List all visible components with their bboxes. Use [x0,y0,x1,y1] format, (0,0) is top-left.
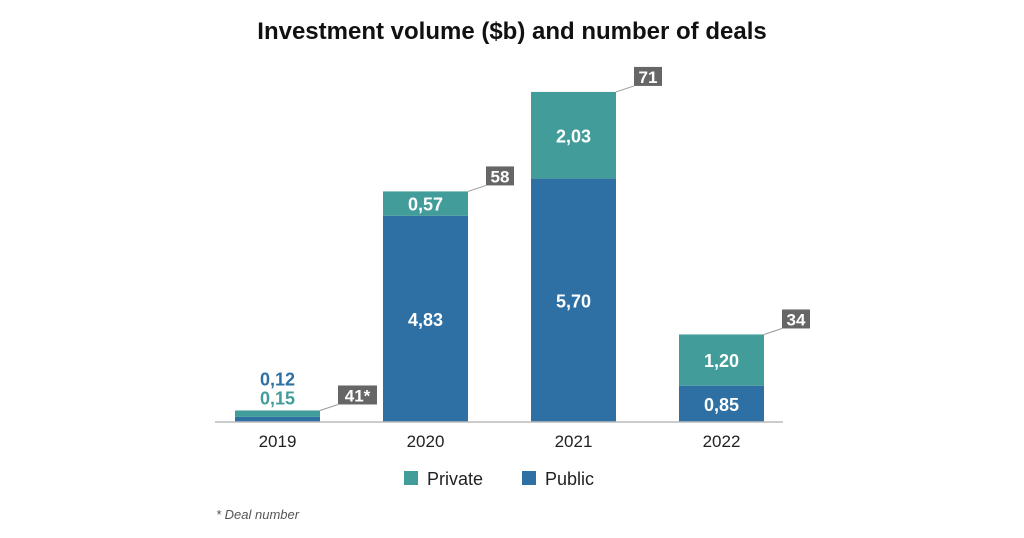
value-label-private-2019: 0,15 [260,388,295,408]
deal-number-2021: 71 [639,68,658,87]
legend-label-private: Private [427,469,483,489]
value-label-private-2020: 0,57 [408,195,443,215]
legend: Private Public [404,469,594,489]
deal-connector-2020 [467,184,487,192]
legend-label-public: Public [545,469,594,489]
bar-public-2020 [383,215,468,422]
value-label-private-2022: 1,20 [704,351,739,371]
x-tick-label-2022: 2022 [703,432,741,451]
bar-private-2019 [235,410,320,417]
deal-connector-2022 [763,327,783,335]
value-label-public-2021: 5,70 [556,291,591,311]
bar-public-2019 [235,416,320,422]
deal-connector-2019 [319,403,339,411]
bar-private-2020 [383,191,468,216]
x-tick-label-2020: 2020 [407,432,445,451]
value-label-private-2021: 2,03 [556,126,591,146]
deal-badge-2019 [338,385,377,405]
bar-private-2021 [531,91,616,179]
deal-number-2019: 41* [345,386,371,405]
footnote: * Deal number [216,507,300,522]
deal-number-2020: 58 [491,167,510,186]
deal-connector-2021 [615,85,635,93]
legend-swatch-public [522,471,536,485]
x-tick-label-2021: 2021 [555,432,593,451]
deal-badge-2021 [634,66,662,86]
value-label-public-2020: 4,83 [408,310,443,330]
x-tick-label-2019: 2019 [259,432,297,451]
bar-private-2022 [679,334,764,386]
bar-public-2021 [531,178,616,422]
value-label-public-2019: 0,12 [260,369,295,389]
deal-number-2022: 34 [787,310,806,329]
chart-title: Investment volume ($b) and number of dea… [257,18,766,45]
value-label-public-2022: 0,85 [704,395,739,415]
legend-swatch-private [404,471,418,485]
deal-badge-2022 [782,309,810,329]
deal-badge-2020 [486,166,514,186]
bar-public-2022 [679,385,764,422]
